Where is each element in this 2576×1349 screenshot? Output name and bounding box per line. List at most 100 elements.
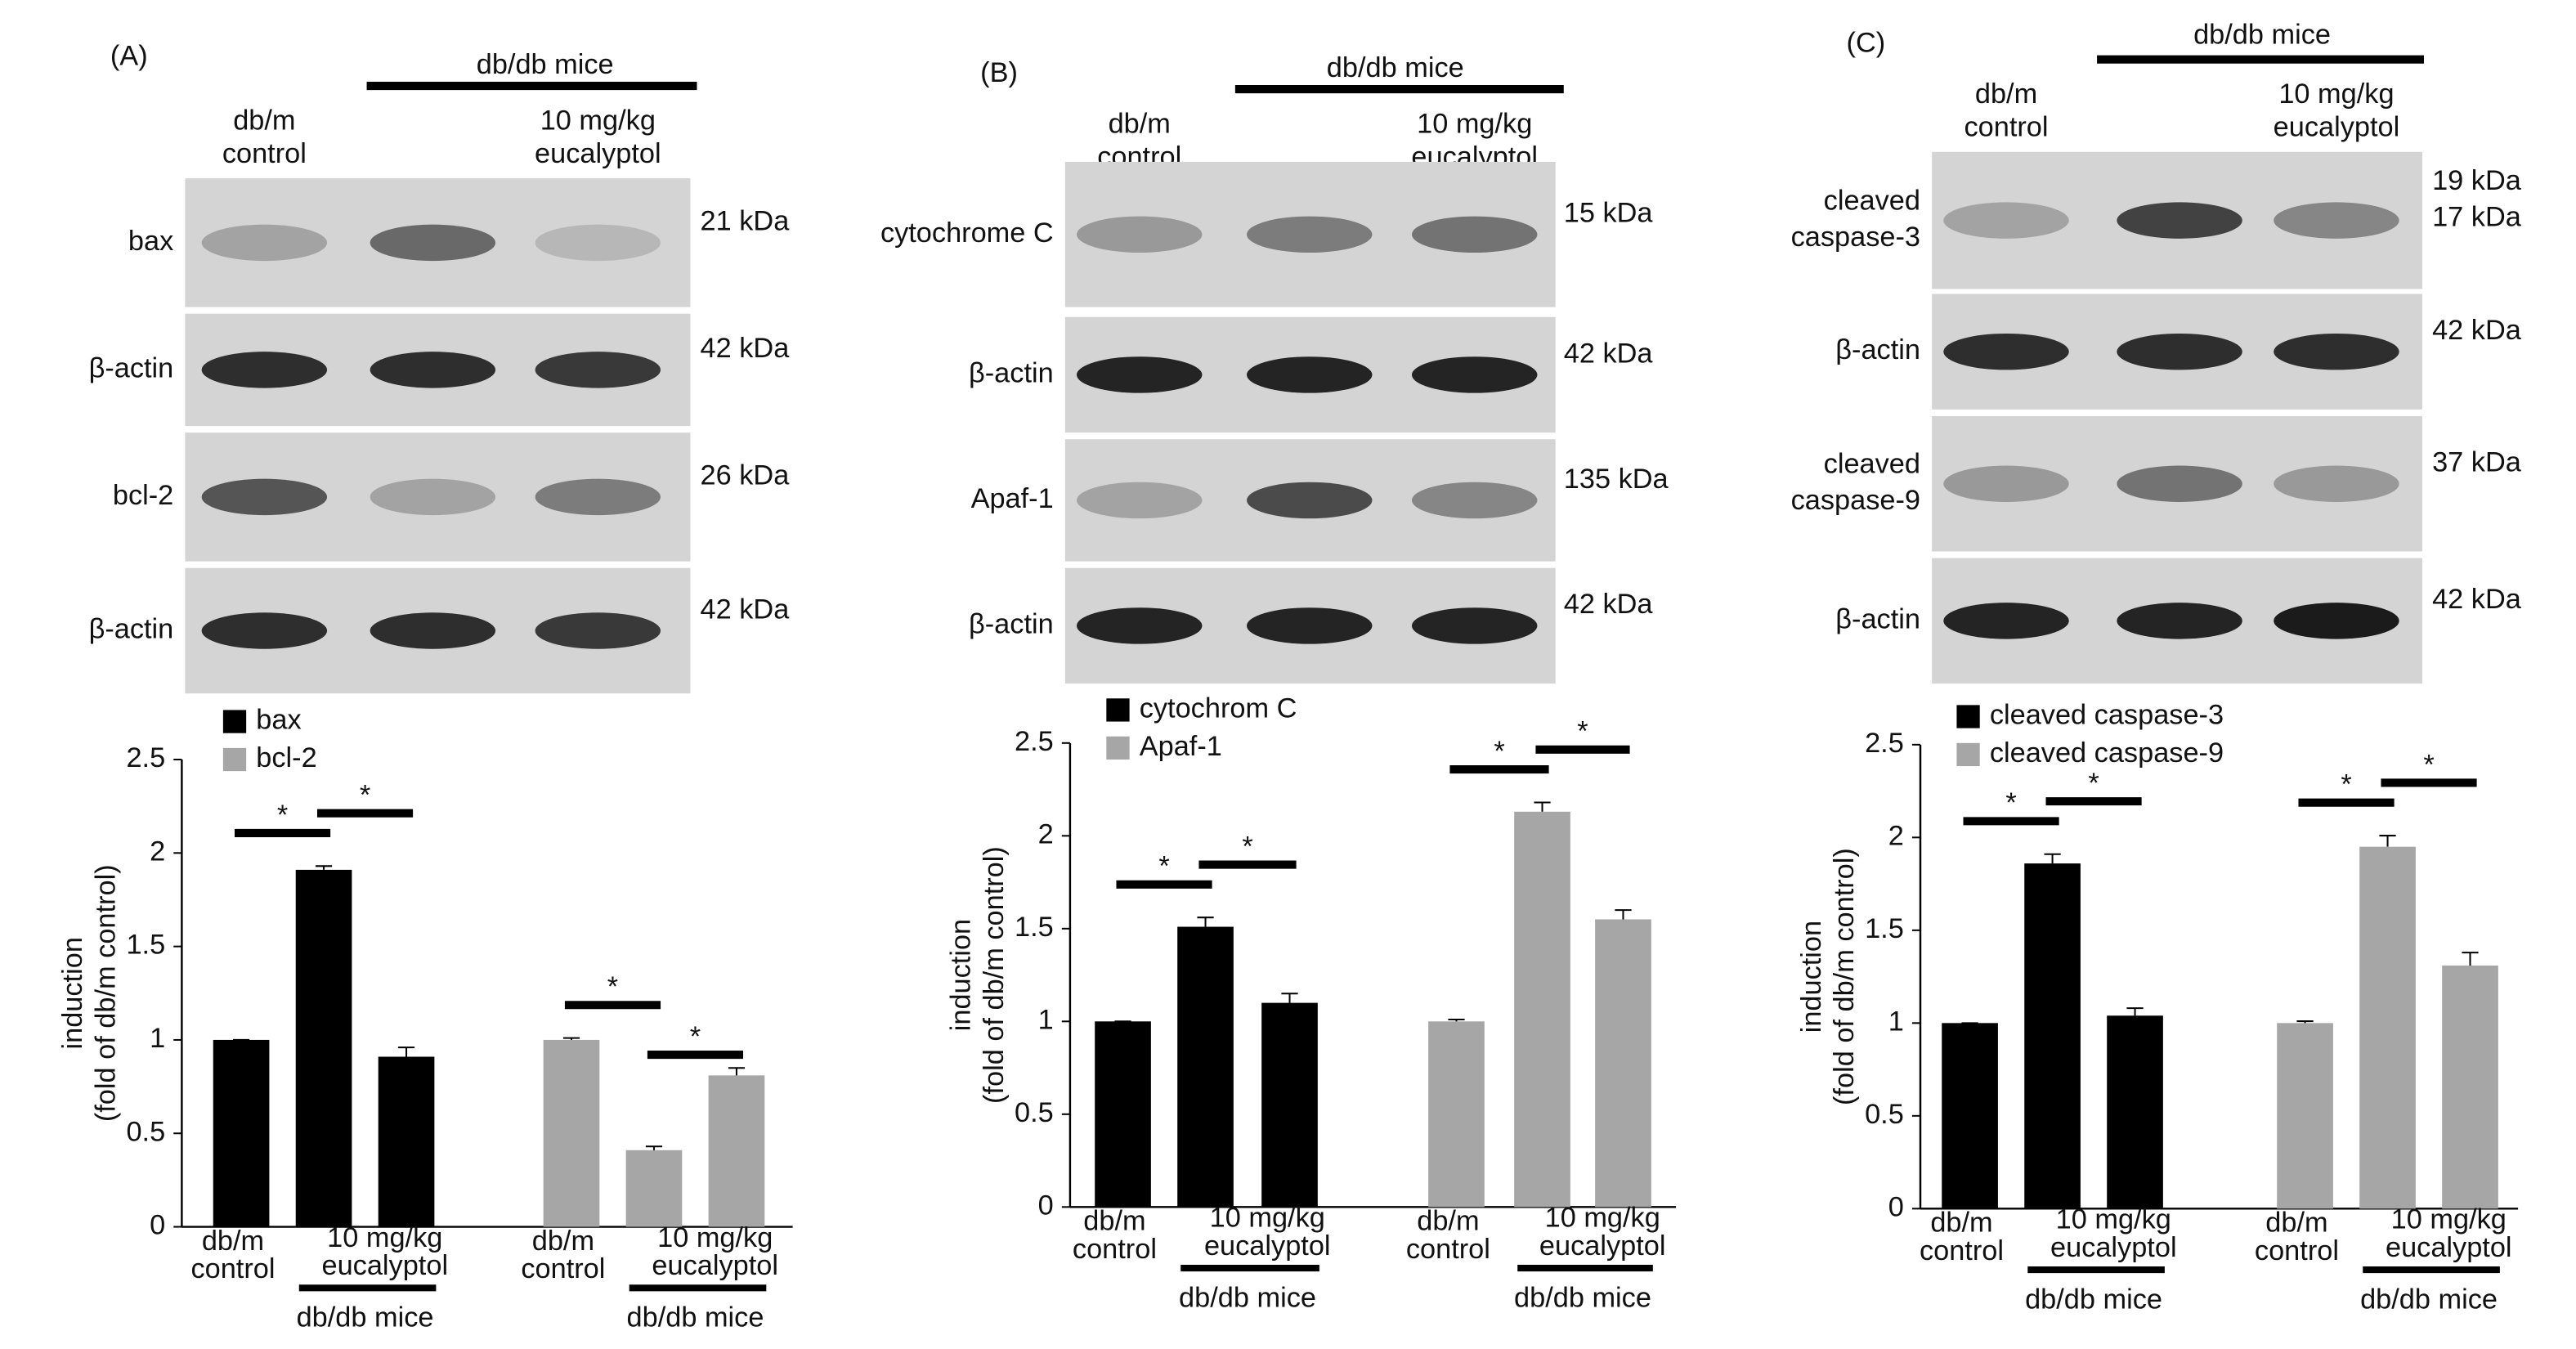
bar — [1095, 1021, 1151, 1208]
blot-kda-label: 42 kDa — [1564, 338, 1654, 369]
blot-group-label: db/db mice — [2193, 19, 2331, 50]
x-label: db/m — [1930, 1208, 1992, 1239]
x-group-label: db/db mice — [1514, 1282, 1651, 1313]
significance-star: * — [607, 971, 618, 1002]
lane-label: db/m — [1975, 78, 2037, 110]
lane-label: 10 mg/kg — [1417, 109, 1532, 140]
blot-kda-label: 15 kDa — [1564, 198, 1654, 229]
x-label: 10 mg/kg — [2056, 1204, 2171, 1235]
bar — [1428, 1021, 1485, 1208]
blot-band — [1247, 356, 1373, 393]
blot-band — [1411, 356, 1538, 393]
x-label: db/m — [202, 1226, 264, 1257]
x-label: 10 mg/kg — [2391, 1204, 2507, 1235]
blot-band — [370, 478, 496, 516]
lane-label: 10 mg/kg — [540, 105, 656, 137]
blot-band — [1411, 216, 1538, 253]
legend-swatch — [1106, 698, 1130, 722]
error-bar — [2126, 1007, 2144, 1016]
x-label: eucalyptol — [652, 1250, 778, 1281]
error-bar — [562, 1037, 580, 1040]
lane-label: eucalyptol — [535, 138, 661, 169]
blot-band — [370, 612, 496, 649]
blot-row-label: bax — [128, 226, 173, 257]
bar — [1942, 1023, 1998, 1209]
lane-label: db/m — [233, 105, 295, 137]
y-axis-label: (fold of db/m control) — [979, 846, 1010, 1104]
error-bar — [1615, 909, 1632, 920]
blot-band — [201, 352, 328, 388]
blot-band — [1247, 216, 1373, 253]
panel-label: (B) — [980, 57, 1018, 88]
bar — [295, 869, 352, 1227]
blot-band — [1076, 356, 1203, 393]
y-tick-label: 0 — [1038, 1190, 1054, 1221]
error-bar — [645, 1145, 663, 1150]
blot-band — [370, 224, 496, 262]
y-axis-label: induction — [946, 919, 977, 1031]
blot-band — [1076, 216, 1203, 253]
x-label: control — [2255, 1235, 2339, 1266]
bar — [1514, 811, 1570, 1208]
significance-star: * — [2423, 749, 2434, 780]
y-axis-label: (fold of db/m control) — [91, 864, 122, 1122]
x-label: eucalyptol — [1204, 1230, 1331, 1262]
bar — [1595, 919, 1651, 1208]
x-label: control — [1920, 1235, 2004, 1266]
blot-band — [201, 224, 328, 262]
bar — [2107, 1015, 2163, 1209]
bar — [1177, 926, 1234, 1208]
blot-row-label: β-actin — [1835, 334, 1920, 365]
error-bar — [315, 865, 333, 870]
error-bar — [2296, 1020, 2314, 1024]
blot-row-label: β-actin — [1835, 603, 1920, 634]
x-label: db/m — [1083, 1206, 1145, 1237]
legend-swatch — [1106, 736, 1130, 760]
blot-band — [2274, 202, 2399, 239]
panel-label: (C) — [1847, 28, 1886, 59]
bar — [2442, 965, 2498, 1209]
blot-row-label: cleaved — [1824, 185, 1920, 216]
blot-band — [535, 612, 661, 649]
y-tick-label: 1.5 — [1865, 913, 1904, 944]
legend-label: bax — [256, 705, 301, 736]
x-label: control — [1073, 1234, 1157, 1265]
blot-row-label: β-actin — [89, 614, 174, 645]
blot-band — [535, 224, 661, 262]
significance-star: * — [277, 800, 288, 831]
blot-band — [535, 352, 661, 388]
significance-star: * — [2005, 787, 2016, 818]
bar — [378, 1056, 435, 1227]
blot-group-label: db/db mice — [477, 49, 614, 80]
bar — [543, 1039, 600, 1227]
x-group-label: db/db mice — [2025, 1284, 2162, 1315]
blot-band — [1247, 607, 1373, 644]
blot-band — [1943, 202, 2069, 239]
blot-band — [1943, 465, 2069, 502]
blot-band — [2117, 603, 2242, 639]
x-label: db/m — [1417, 1206, 1479, 1237]
significance-star: * — [690, 1021, 701, 1052]
blot-kda-label: 37 kDa — [2432, 447, 2522, 478]
blot-row-label: β-actin — [969, 358, 1054, 389]
significance-star: * — [1242, 831, 1252, 862]
blot-band — [201, 612, 328, 649]
blot-band — [1411, 607, 1538, 644]
bar — [708, 1075, 765, 1227]
y-tick-label: 2.5 — [1015, 726, 1054, 757]
blot-band — [2117, 202, 2242, 239]
x-label: eucalyptol — [1539, 1230, 1666, 1262]
y-tick-label: 2 — [1888, 820, 1904, 851]
x-group-label: db/db mice — [1179, 1282, 1316, 1313]
x-label: control — [190, 1253, 275, 1284]
y-tick-label: 1 — [1038, 1004, 1054, 1035]
x-label: 10 mg/kg — [1545, 1203, 1660, 1234]
panel-label: (A) — [110, 41, 148, 72]
legend-label: bcl-2 — [256, 742, 316, 773]
legend-swatch — [1956, 742, 1980, 767]
y-tick-label: 2 — [1038, 818, 1054, 849]
blot-kda-label: 42 kDa — [2432, 584, 2522, 615]
legend-swatch — [1956, 705, 1980, 728]
blot-band — [2274, 465, 2399, 502]
blot-kda-label: 42 kDa — [2432, 315, 2522, 346]
